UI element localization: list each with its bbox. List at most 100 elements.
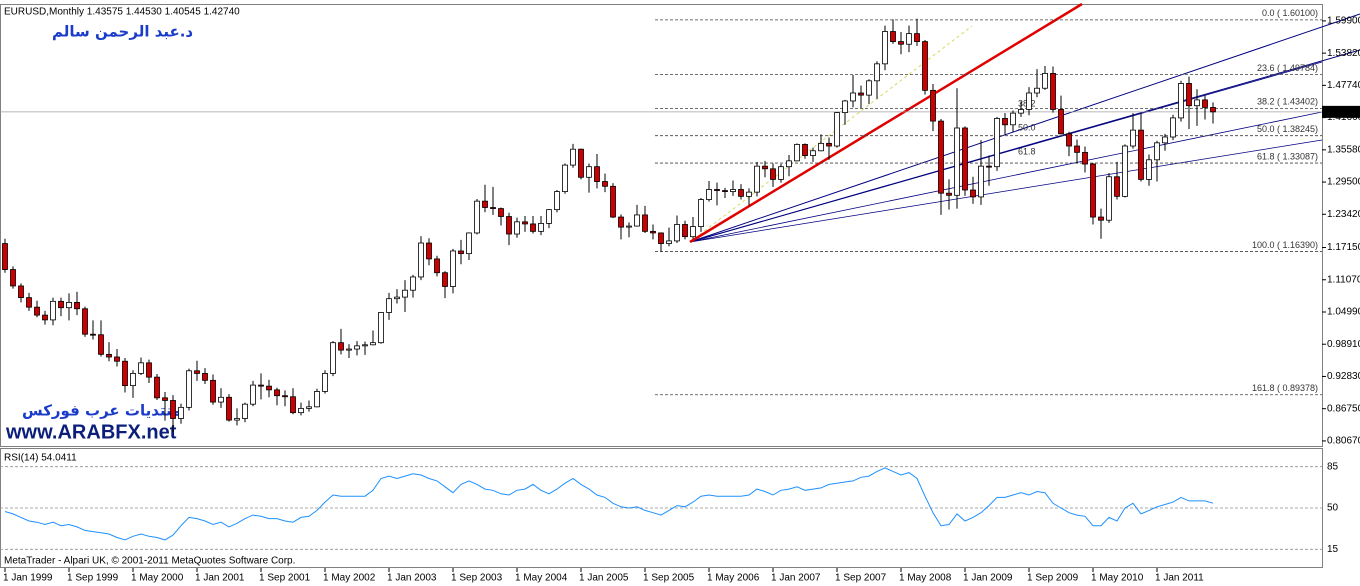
candle-body	[426, 242, 432, 260]
candle-body	[1010, 112, 1016, 126]
candle-body	[626, 225, 632, 228]
candle-body	[226, 396, 232, 421]
candle-body	[106, 353, 112, 358]
candle-body	[378, 312, 384, 344]
footer: MetaTrader - Alpari UK, © 2001-2011 Meta…	[4, 556, 295, 567]
candle-body	[290, 396, 296, 414]
candle-body	[890, 31, 896, 42]
fan-label: 50.0	[1018, 122, 1036, 132]
candle-body	[1186, 83, 1192, 107]
candle-body	[250, 384, 256, 405]
candle-body	[986, 165, 992, 168]
candle-body	[802, 144, 808, 156]
candle-body	[130, 373, 136, 387]
y-tick-label: 1.53820	[1327, 48, 1360, 59]
candle-body	[394, 296, 400, 300]
candle-body	[602, 181, 608, 187]
rsi-title: RSI(14) 54.0411	[4, 453, 77, 464]
candle-body	[730, 189, 736, 193]
candle-body	[314, 391, 320, 408]
candle-body	[354, 345, 360, 350]
candle-body	[762, 165, 768, 170]
candle-body	[346, 348, 352, 351]
candle-body	[1026, 92, 1032, 110]
candle-body	[1122, 145, 1128, 197]
candle-body	[722, 190, 728, 193]
candle-body	[850, 92, 856, 102]
candle-body	[274, 389, 280, 397]
candle-body	[1098, 216, 1104, 221]
candle-body	[282, 395, 288, 398]
y-tick-label: 1.35580	[1327, 144, 1360, 155]
x-tick-label: 1 May 2004	[515, 573, 568, 584]
y-tick-label: 0.92830	[1327, 371, 1360, 382]
candle-body	[370, 342, 376, 346]
candle-body	[482, 200, 488, 208]
candle-body	[1130, 129, 1136, 147]
candle-body	[770, 168, 776, 180]
candle-body	[522, 221, 528, 225]
candle-body	[66, 301, 72, 309]
x-tick-label: 1 Jan 2001	[195, 573, 245, 584]
candle-body	[874, 63, 880, 82]
candle-body	[946, 192, 952, 196]
candle-body	[402, 289, 408, 298]
x-tick-label: 1 May 2002	[323, 573, 376, 584]
candle-body	[1050, 72, 1056, 110]
candle-body	[1002, 118, 1008, 126]
candle-body	[1178, 83, 1184, 119]
candle-body	[114, 356, 120, 362]
candle-body	[994, 118, 1000, 168]
y-tick-label: 85	[1327, 461, 1339, 472]
candle-body	[2, 243, 8, 270]
candle-body	[818, 142, 824, 152]
candle-body	[898, 41, 904, 45]
fib-label: 50.0 ( 1.38245)	[1257, 124, 1318, 134]
candle-body	[1146, 159, 1152, 180]
fib-label: 61.8 ( 1.33087)	[1257, 151, 1318, 161]
candle-body	[562, 164, 568, 193]
candle-body	[450, 250, 456, 287]
candle-body	[650, 230, 656, 234]
fib-label: 100.0 ( 1.16390)	[1252, 240, 1318, 250]
y-tick-label: 1.47740	[1327, 80, 1360, 91]
fib-label: 0.0 ( 1.60100)	[1262, 8, 1318, 18]
candle-body	[418, 242, 424, 278]
fib-label: 23.6 ( 1.49784)	[1257, 63, 1318, 73]
candle-body	[530, 223, 536, 232]
candle-body	[258, 384, 264, 387]
fan-line	[689, 61, 1323, 243]
candle-body	[98, 334, 104, 355]
x-tick-label: 1 Jan 2005	[579, 573, 629, 584]
candle-body	[834, 112, 840, 147]
candle-body	[490, 207, 496, 209]
candle-body	[170, 400, 176, 419]
candle-body	[754, 165, 760, 193]
candle-body	[954, 127, 960, 196]
candle-body	[1058, 109, 1064, 135]
candle-body	[826, 142, 832, 147]
x-tick-label: 1 Jan 2007	[771, 573, 821, 584]
x-tick-label: 1 Sep 2003	[451, 573, 503, 584]
x-tick-label: 1 May 2000	[131, 573, 184, 584]
x-tick-label: 1 Jan 2003	[387, 573, 437, 584]
candle-body	[434, 258, 440, 274]
candle-body	[338, 342, 344, 351]
candle-body	[1082, 151, 1088, 165]
candle-body	[34, 306, 40, 316]
candle-body	[1042, 72, 1048, 89]
x-tick-label: 1 Jan 1999	[3, 573, 53, 584]
fan-line	[689, 111, 1323, 243]
rsi-line	[4, 467, 1214, 541]
candle-body	[42, 314, 48, 321]
candle-body	[842, 100, 848, 114]
candle-body	[786, 160, 792, 168]
candle-body	[1066, 133, 1072, 147]
fib-label: 161.8 ( 0.89378)	[1252, 383, 1318, 393]
candle-body	[306, 406, 312, 409]
candle-body	[922, 41, 928, 91]
y-tick-label: 0.86750	[1327, 403, 1360, 414]
fan-line	[689, 139, 1323, 243]
candle-body	[458, 250, 464, 255]
